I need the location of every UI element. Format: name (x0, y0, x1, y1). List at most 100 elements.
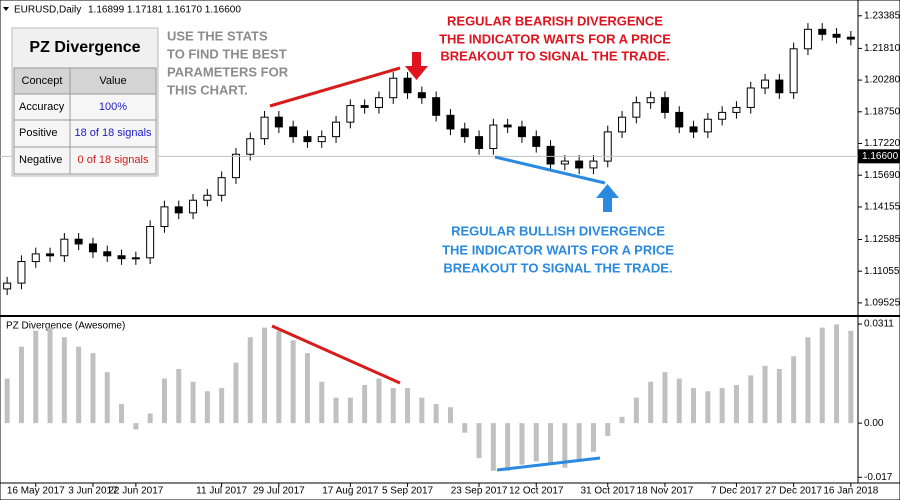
candle-body (675, 111, 684, 128)
divergence-line (496, 456, 601, 472)
candle-body (446, 114, 455, 130)
divergence-line (271, 324, 401, 385)
candle-body (317, 136, 326, 143)
bar (376, 378, 382, 424)
bar (161, 378, 167, 424)
candle-body (775, 79, 784, 94)
bar (733, 384, 739, 424)
bar (219, 388, 225, 424)
candle-body (660, 97, 669, 113)
candle-body (146, 226, 155, 259)
bar (819, 327, 825, 424)
bar (648, 381, 654, 424)
bar (76, 346, 82, 424)
x-tick-label: 16 Jan 2018 (823, 486, 878, 497)
candle-body (332, 121, 341, 138)
candle-body (60, 238, 69, 257)
bar (247, 337, 253, 424)
candle-body (74, 238, 83, 245)
bar (748, 375, 754, 424)
bar (61, 337, 67, 424)
bar (90, 353, 96, 424)
divergence-line (269, 66, 401, 108)
cell: 18 of 18 signals (74, 127, 152, 139)
candle-body (718, 111, 727, 120)
candle-body (231, 153, 240, 179)
bar (691, 388, 697, 424)
bar (290, 340, 296, 424)
bar (362, 384, 368, 424)
menu-arrow (3, 7, 9, 11)
candle-body (703, 118, 712, 133)
candle-body (475, 136, 484, 149)
table-row (13, 93, 157, 121)
candle-body (789, 48, 798, 94)
bar (304, 353, 310, 424)
cell: Negative (19, 154, 62, 166)
bar (390, 388, 396, 424)
bar (119, 404, 125, 424)
annotation: PARAMETERS FOR (167, 64, 289, 79)
bar (462, 423, 468, 433)
candle-body (489, 124, 498, 149)
candle-body (46, 253, 55, 257)
candle-body (303, 136, 312, 143)
candle-body (517, 126, 526, 138)
divergence-line (494, 155, 606, 185)
candle-body (646, 97, 655, 104)
bar (590, 423, 596, 452)
bar (433, 404, 439, 424)
candle-body (217, 177, 226, 196)
candle-body (389, 77, 398, 99)
y-tick-label: 1.23385 (864, 10, 900, 21)
bar (519, 423, 525, 465)
candle-body (503, 124, 512, 128)
buy-arrow (596, 184, 619, 212)
candle-body (732, 106, 741, 113)
x-tick-label: 7 Dec 2017 (711, 486, 763, 497)
table-title: PZ Divergence (29, 39, 140, 56)
candle-body (746, 87, 755, 108)
x-tick-label: 18 Nov 2017 (637, 486, 694, 497)
candle-body (546, 145, 555, 165)
ohlc-header: 1.16899 1.17181 1.16170 1.16600 (88, 5, 241, 16)
candle-body (131, 257, 140, 260)
candle-body (103, 251, 112, 257)
bar (848, 330, 854, 424)
candle-body (803, 28, 812, 50)
candle-body (17, 261, 26, 284)
candle-body (460, 128, 469, 138)
y-tick-label: 1.12585 (864, 234, 900, 245)
stats-table: PZ Divergence Concept Value Accuracy 100… (11, 27, 159, 177)
bar (662, 372, 668, 424)
x-tick-label: 27 Dec 2017 (765, 486, 822, 497)
candle-body (560, 160, 569, 165)
candle-body (846, 36, 855, 40)
candle-body (832, 33, 841, 38)
candle-body (274, 116, 283, 128)
y-tick-label: 1.11055 (864, 266, 900, 277)
y-tick-label: 1.14155 (864, 202, 900, 213)
x-tick-label: 5 Sep 2017 (382, 486, 434, 497)
bar (791, 356, 797, 424)
annotation: THE INDICATOR WAITS FOR A PRICE (442, 242, 674, 257)
cell: Accuracy (19, 101, 65, 113)
bar (719, 388, 725, 424)
candle-body (818, 28, 827, 35)
bar (834, 324, 840, 424)
candle-body (3, 282, 12, 290)
bar (619, 416, 625, 424)
x-tick-label: 22 Jun 2017 (108, 486, 163, 497)
pane-title: PZ Divergence (Awesome) (6, 321, 125, 332)
bar (333, 397, 339, 424)
candle-body (289, 126, 298, 138)
bar (562, 423, 568, 468)
candle-body (432, 97, 441, 116)
annotation: BREAKOUT TO SIGNAL THE TRADE. (440, 48, 669, 63)
bar (533, 423, 539, 462)
candle-body (31, 253, 40, 263)
bar (18, 346, 24, 424)
x-tick-label: 11 Jul 2017 (196, 486, 247, 497)
bar (548, 423, 554, 465)
candle-body (88, 243, 97, 253)
